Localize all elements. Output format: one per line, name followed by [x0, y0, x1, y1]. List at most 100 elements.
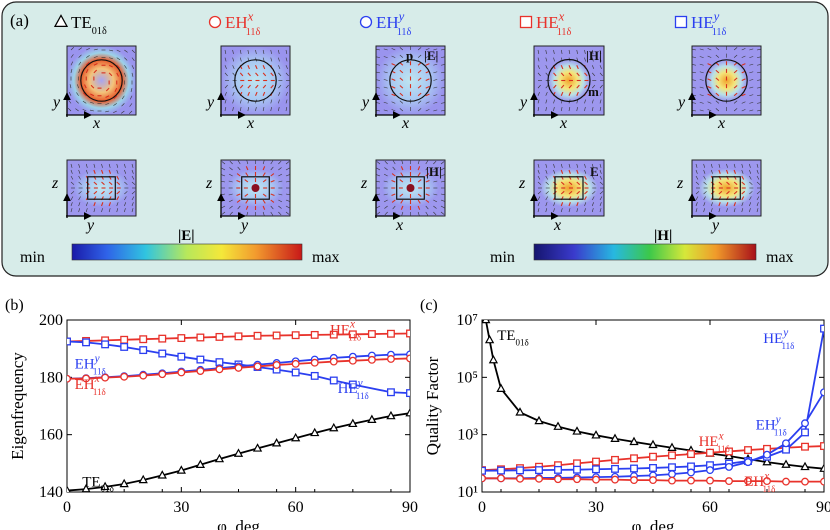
- field-map-top-3-vectors-arrow: [592, 84, 596, 89]
- field-map-bottom-2-vectors-arrow: [440, 211, 445, 215]
- field-map-bottom-4-vectors-arrow: [718, 190, 723, 195]
- field-map-bottom-3-vectors-arrow: [599, 181, 604, 185]
- chart-0-series-2-point: [158, 349, 167, 358]
- field-map-top-4-vectors-arrow: [749, 109, 754, 112]
- field-map-top-4-vectors-arrow: [756, 109, 761, 112]
- field-map-top-4-vectors-arrow: [707, 86, 712, 89]
- field-map-top-3-outline: [547, 58, 591, 103]
- field-map-bottom-0-vectors-arrow: [116, 208, 119, 213]
- mode-title-1: EHx 11δ: [225, 9, 261, 37]
- chart-1-series-3-point: [706, 466, 714, 475]
- field-map-bottom-2-vectors-arrow: [440, 167, 445, 171]
- chart-0-series-1-point: [406, 329, 410, 338]
- field-map-top-4-vectors-arrow: [756, 71, 761, 74]
- field-map-top-1-vectors-arrow: [232, 107, 234, 112]
- field-map-top-1-vectors-arrow: [270, 49, 272, 54]
- field-map-top-4-vectors-arrow: [699, 79, 704, 81]
- chart-1-series-0-point: [572, 426, 582, 435]
- chart-0-series-label-0: HEx 11δ: [330, 319, 361, 343]
- field-map-bottom-3-vectors-arrow: [591, 163, 594, 168]
- chart-0-series-2-point: [196, 355, 205, 364]
- field-map-bottom-1-vectors-arrow: [278, 199, 283, 203]
- field-map-bottom-4-vectors-arrow: [718, 181, 723, 186]
- axis-label-x-0: x: [92, 115, 100, 132]
- field-map-bottom-1-vectors-arrow: [285, 161, 290, 165]
- field-map-bottom-3-vectors-arrow: [584, 169, 587, 174]
- field-map-top-0-vectors-arrow: [77, 84, 79, 89]
- field-map-top-0-vectors-arrow: [69, 84, 72, 89]
- field-map-bottom-0-vectors-arrow: [108, 181, 113, 186]
- chart-0-series-4-point: [272, 361, 281, 369]
- chart-1-series-0-point: [781, 459, 791, 468]
- field-map-bottom-4-vectors-arrow: [695, 175, 699, 180]
- field-map-bottom-0-vectors-arrow: [131, 196, 135, 201]
- field-map-bottom-2-vectors-arrow: [401, 211, 404, 216]
- field-map-top-0-vectors-arrow: [93, 56, 98, 58]
- field-map-bottom-1-dot: [251, 184, 260, 192]
- field-map-bottom-0-vectors-arrow: [70, 169, 73, 174]
- field-map-top-1-vectors-arrow: [285, 84, 289, 89]
- field-map-bottom-0-vectors-arrow: [116, 175, 120, 180]
- field-map-bottom-3-vectors-arrow: [591, 169, 594, 174]
- field-map-bottom-1-vectors-arrow: [285, 193, 290, 196]
- field-map-bottom-2-vectors-arrow: [440, 180, 445, 183]
- field-map-top-2-vectors-arrow: [391, 101, 396, 104]
- field-map-bottom-0-vectors-arrow: [70, 163, 73, 168]
- field-map-bottom-2-vectors-arrow: [425, 180, 430, 183]
- field-map-bottom-3-vectors-arrow: [568, 190, 573, 195]
- field-map-bottom-3-vectors-arrow: [591, 208, 594, 213]
- field-map-top-2-vectors-arrow: [376, 56, 381, 58]
- field-map-bottom-2-vectors-arrow: [384, 211, 388, 216]
- field-map-bottom-0-vectors-arrow: [116, 181, 121, 186]
- chart-0-series-0-point: [138, 474, 148, 484]
- chart-0-series-1-point: [386, 329, 395, 338]
- field-map-top-1-vectors-arrow: [270, 99, 273, 104]
- field-map-top-2-outline: [389, 59, 432, 102]
- field-map-bottom-3-vectors-arrow: [537, 191, 542, 195]
- chart-0-series-0-point: [176, 465, 186, 474]
- field-map-top-1-vectors-arrow: [239, 57, 242, 62]
- field-map-top-0-vectors-arrow: [131, 57, 135, 62]
- field-map-top-4-vectors-arrow: [699, 109, 704, 112]
- field-tag-top4-vec: m: [588, 84, 599, 99]
- field-map-top-0-vectors-arrow: [89, 109, 94, 112]
- field-map-bottom-4-vectors-arrow: [725, 202, 729, 207]
- field-map-top-0-vectors-arrow: [131, 72, 134, 77]
- field-map-top-3-vectors-arrow: [591, 57, 594, 62]
- field-map-top-4-vectors-arrow: [733, 47, 738, 51]
- chart-1-panel-label: (c): [420, 297, 438, 314]
- chart-0-series-1-point: [139, 335, 148, 344]
- chart-0-xtick-label: 60: [288, 499, 304, 516]
- chart-0-series-2-point: [329, 376, 338, 385]
- chart-1-series-4-point: [516, 474, 524, 483]
- field-tag-bot3: |H|: [426, 164, 442, 179]
- field-map-top-2-vectors-arrow: [425, 63, 430, 66]
- field-map-top-3-vectors-arrow: [568, 84, 573, 89]
- chart-b: (b) 0 30 60 90 140 160 180 200 φ, deg Eigenfrequen…: [5, 297, 418, 530]
- field-map-bottom-4-vectors-arrow: [749, 169, 752, 174]
- field-map-bottom-4-vectors-arrow: [710, 163, 713, 168]
- field-map-bottom-4-vectors-arrow: [733, 163, 736, 168]
- field-map-bottom-3-vectors-arrow: [599, 163, 602, 168]
- field-map-bottom-3-vectors-arrow: [545, 169, 548, 174]
- field-map-top-0-vectors-arrow: [105, 95, 110, 99]
- field-map-bottom-1-vectors-arrow: [285, 199, 290, 202]
- field-map-bottom-2-vectors-arrow: [400, 166, 404, 171]
- chart-1-series-4-point: [630, 476, 638, 485]
- field-map-bottom-1-vectors-arrow: [270, 211, 274, 216]
- field-map-bottom-3-vectors-arrow: [584, 163, 586, 168]
- chart-1-xtick-label: 0: [478, 499, 486, 516]
- field-map-top-0-vectors-arrow: [109, 49, 114, 52]
- field-map-bottom-1-vectors-arrow: [229, 205, 233, 209]
- field-map-bottom-1-vectors-arrow: [221, 180, 226, 183]
- field-map-top-1-vectors-arrow: [224, 84, 228, 89]
- field-map-bottom-3-vectors-arrow: [599, 191, 604, 195]
- field-map-top-0-vectors-arrow: [78, 61, 82, 66]
- chart-1-series-0-point: [553, 421, 563, 430]
- chart-1-series-1-point: [687, 450, 695, 459]
- field-map-top-0-vectors-arrow: [86, 55, 90, 58]
- chart-0-series-0-point: [310, 427, 320, 437]
- field-map-bottom-3-vectors-arrow: [560, 202, 564, 207]
- chart-0-series-1-point: [367, 330, 376, 338]
- field-map-bottom-1-vectors-arrow: [278, 167, 282, 171]
